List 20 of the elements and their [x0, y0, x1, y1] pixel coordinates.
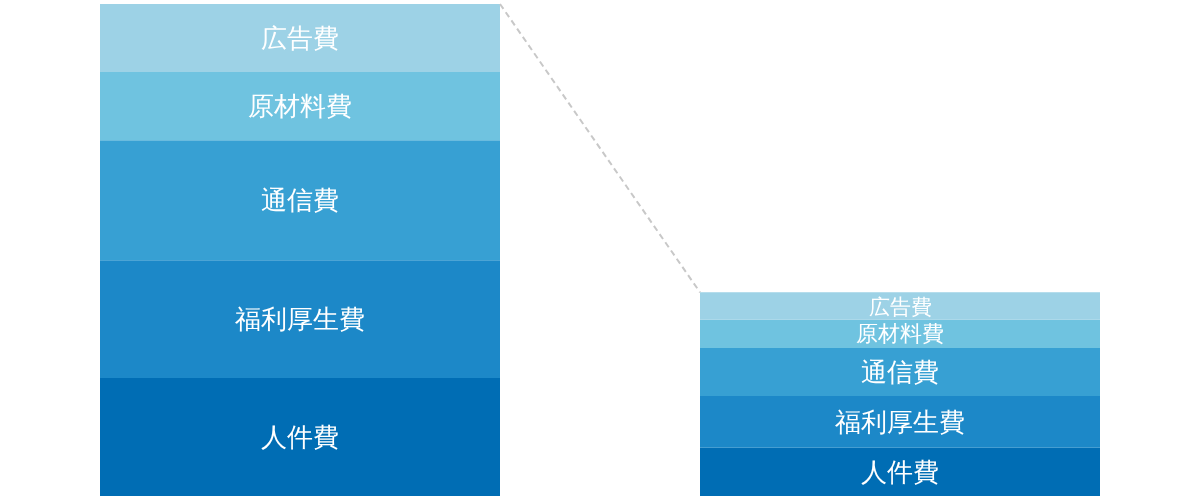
series-label: 広告費	[868, 293, 932, 319]
bar	[700, 347, 1100, 397]
text: 福利厚生費	[235, 304, 365, 335]
bar	[700, 447, 1100, 496]
bar	[100, 377, 500, 496]
bar	[100, 71, 500, 141]
series-label: 福利厚生費	[835, 406, 965, 437]
bar	[700, 292, 1100, 320]
text: 広告費	[261, 22, 339, 53]
text: 通信費	[261, 185, 339, 216]
bar	[100, 140, 500, 261]
text: 人件費	[261, 421, 339, 452]
bar	[700, 396, 1100, 448]
series-label: 通信費	[861, 357, 939, 388]
text: 原材料費	[248, 91, 352, 122]
bar	[100, 4, 500, 72]
series-label: 原材料費	[856, 321, 944, 347]
series-label: 人件費	[861, 456, 939, 487]
bar	[100, 260, 500, 378]
bar	[700, 319, 1100, 348]
